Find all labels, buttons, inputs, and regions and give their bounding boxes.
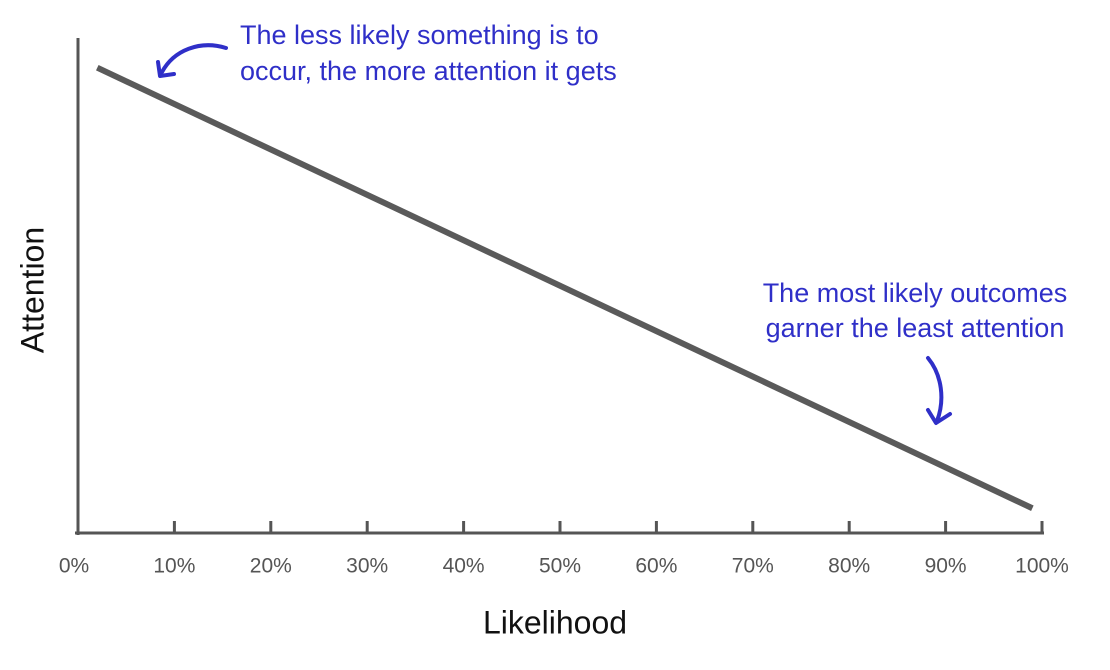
arrow (926, 356, 952, 425)
x-tick-label: 90% (925, 555, 967, 578)
data-line (96, 64, 1034, 511)
x-tick-label: 50% (539, 555, 581, 578)
x-tick-label: 60% (635, 555, 677, 578)
x-axis-label: Likelihood (483, 604, 627, 640)
annotation: The less likely something is to (240, 20, 599, 50)
x-tick-label: 70% (732, 555, 774, 578)
y-axis-label: Attention (14, 227, 50, 353)
x-tick-label: 40% (443, 555, 485, 578)
x-tick-label: 100% (1015, 555, 1069, 578)
arrow (156, 43, 228, 78)
x-tick-label: 80% (828, 555, 870, 578)
annotation: The most likely outcomes (763, 278, 1068, 308)
annotation: occur, the more attention it gets (240, 56, 617, 86)
x-tick-label: 20% (250, 555, 292, 578)
x-tick-label: 30% (346, 555, 388, 578)
x-tick-label: 0% (59, 555, 89, 578)
annotation: garner the least attention (766, 313, 1065, 343)
x-tick-label: 10% (153, 555, 195, 578)
